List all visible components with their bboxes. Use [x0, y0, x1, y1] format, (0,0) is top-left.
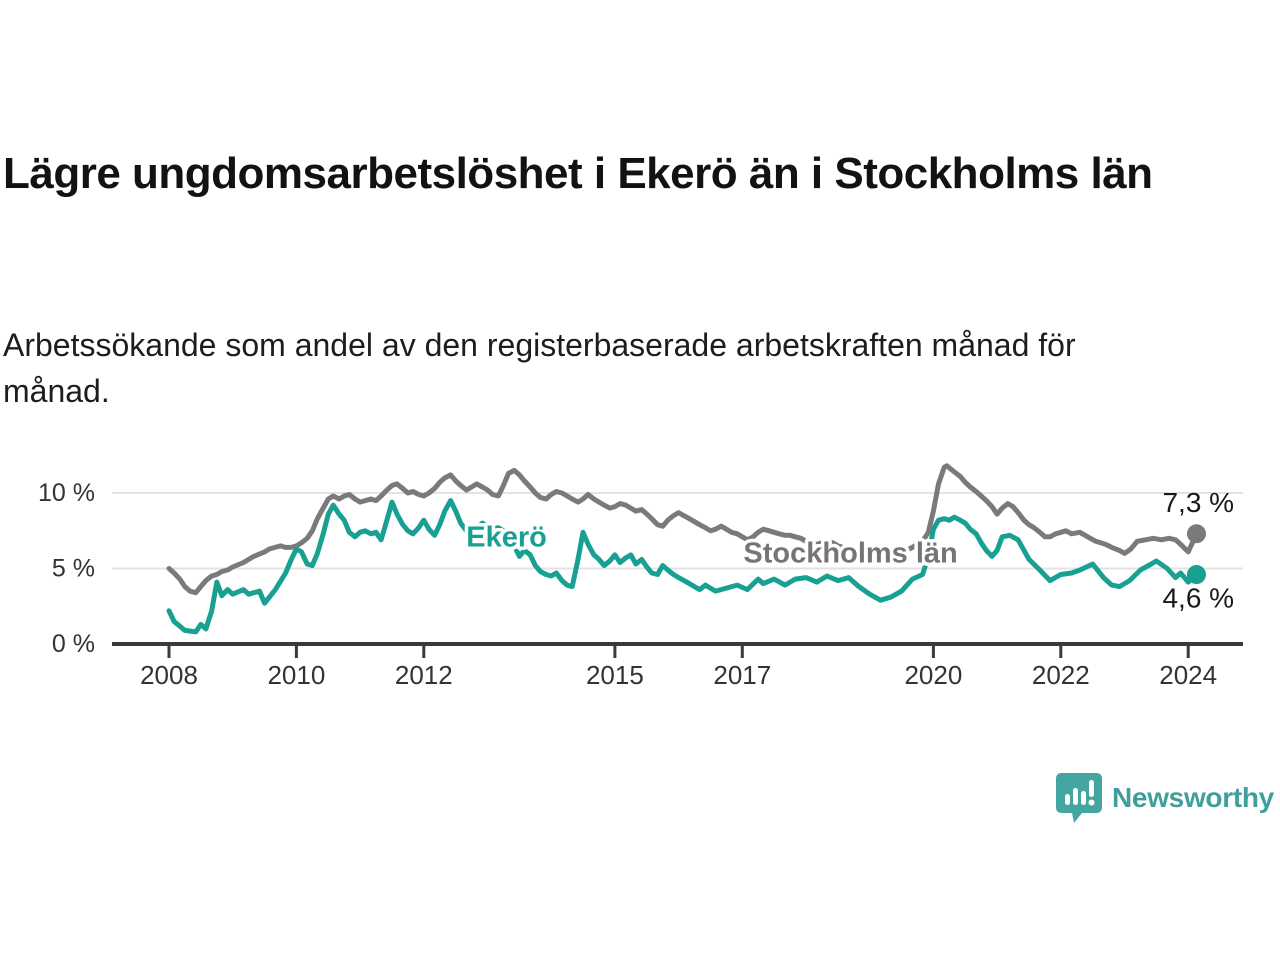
y-tick-label: 5 % — [52, 555, 95, 583]
series-label-stockholms-l-n: Stockholms län — [743, 537, 957, 569]
x-tick-label: 2015 — [586, 660, 644, 690]
newsworthy-logo-icon — [1056, 773, 1102, 823]
series-line-eker- — [166, 498, 1199, 635]
y-tick-label: 0 % — [52, 630, 95, 658]
x-tick-label: 2010 — [267, 660, 325, 690]
x-tick-label: 2020 — [904, 660, 962, 690]
y-tick-label: 10 % — [38, 479, 95, 507]
page-title: Lägre ungdomsarbetslöshet i Ekerö än i S… — [3, 149, 1153, 198]
series-label-eker-: Ekerö — [466, 522, 547, 554]
series-end-value: 4,6 % — [1162, 583, 1234, 614]
x-tick-label: 2012 — [395, 660, 453, 690]
chart-subtitle: Arbetssökande som andel av den registerb… — [3, 327, 1076, 409]
x-tick-label: 2017 — [713, 660, 771, 690]
branding-footer: Newsworthy — [1056, 770, 1280, 826]
series-end-value: 7,3 % — [1162, 487, 1234, 518]
x-tick-label: 2022 — [1032, 660, 1090, 690]
series-line-stockholms-l-n — [166, 463, 1199, 596]
series-end-dot — [1186, 565, 1206, 585]
x-tick-label: 2024 — [1159, 660, 1217, 690]
x-tick-label: 2008 — [140, 660, 198, 690]
branding-name: Newsworthy — [1112, 782, 1274, 813]
series-end-dot — [1186, 524, 1206, 544]
